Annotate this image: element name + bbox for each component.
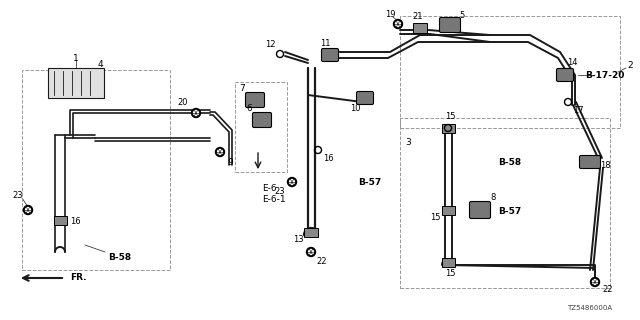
Circle shape	[591, 277, 600, 286]
Circle shape	[308, 250, 314, 254]
Text: 22: 22	[603, 285, 613, 294]
Text: 19: 19	[385, 10, 396, 19]
FancyBboxPatch shape	[246, 92, 264, 108]
FancyBboxPatch shape	[440, 18, 461, 33]
Bar	[442, 205, 454, 214]
Text: B-17-20: B-17-20	[586, 70, 625, 79]
Text: 8: 8	[490, 194, 496, 203]
Text: B-58: B-58	[499, 157, 522, 166]
FancyBboxPatch shape	[579, 156, 600, 169]
Circle shape	[593, 280, 598, 284]
Circle shape	[218, 149, 223, 155]
Bar	[442, 258, 454, 267]
Text: 16: 16	[70, 218, 80, 227]
Circle shape	[193, 110, 198, 116]
FancyBboxPatch shape	[470, 202, 490, 219]
Text: E-6-1: E-6-1	[262, 196, 285, 204]
Text: 15: 15	[429, 213, 440, 222]
FancyBboxPatch shape	[321, 49, 339, 61]
Bar	[400, 118, 610, 288]
Text: 18: 18	[600, 161, 611, 170]
Text: 9: 9	[227, 157, 233, 166]
Text: 23: 23	[275, 188, 285, 196]
Bar	[235, 82, 287, 172]
Bar	[54, 215, 67, 225]
Text: 6: 6	[246, 103, 252, 113]
Text: B-58: B-58	[108, 253, 132, 262]
Text: 23: 23	[13, 190, 23, 199]
Bar	[22, 70, 170, 270]
Text: 21: 21	[413, 12, 423, 20]
Circle shape	[394, 20, 403, 28]
Text: 15: 15	[445, 269, 455, 278]
Text: 7: 7	[239, 84, 245, 92]
Circle shape	[289, 180, 294, 184]
Bar	[442, 124, 454, 132]
Text: TZ5486000A: TZ5486000A	[568, 305, 612, 311]
Text: B-57: B-57	[499, 207, 522, 217]
Text: 16: 16	[323, 154, 333, 163]
Text: 4: 4	[97, 60, 103, 68]
Circle shape	[287, 178, 296, 187]
Text: 20: 20	[178, 98, 188, 107]
Bar	[413, 23, 427, 33]
Text: 13: 13	[292, 236, 303, 244]
FancyBboxPatch shape	[356, 92, 374, 105]
Bar	[304, 228, 318, 236]
Bar	[48, 68, 104, 98]
Circle shape	[307, 247, 316, 257]
Text: 2: 2	[627, 60, 633, 69]
Text: 12: 12	[265, 39, 275, 49]
Text: E-6: E-6	[262, 183, 276, 193]
Text: 14: 14	[567, 58, 577, 67]
Text: FR.: FR.	[70, 274, 86, 283]
Text: 15: 15	[445, 111, 455, 121]
Text: 5: 5	[460, 11, 465, 20]
Bar	[400, 16, 620, 128]
Text: 17: 17	[573, 106, 583, 115]
Text: 11: 11	[320, 38, 330, 47]
Text: 1: 1	[73, 53, 79, 62]
FancyBboxPatch shape	[253, 113, 271, 127]
Circle shape	[396, 21, 401, 27]
Circle shape	[216, 148, 225, 156]
Text: 22: 22	[317, 258, 327, 267]
Text: B-57: B-57	[358, 178, 381, 187]
FancyBboxPatch shape	[557, 68, 573, 82]
Circle shape	[24, 205, 33, 214]
Text: 10: 10	[349, 103, 360, 113]
Text: 3: 3	[405, 138, 411, 147]
Circle shape	[26, 208, 31, 212]
Circle shape	[191, 108, 200, 117]
